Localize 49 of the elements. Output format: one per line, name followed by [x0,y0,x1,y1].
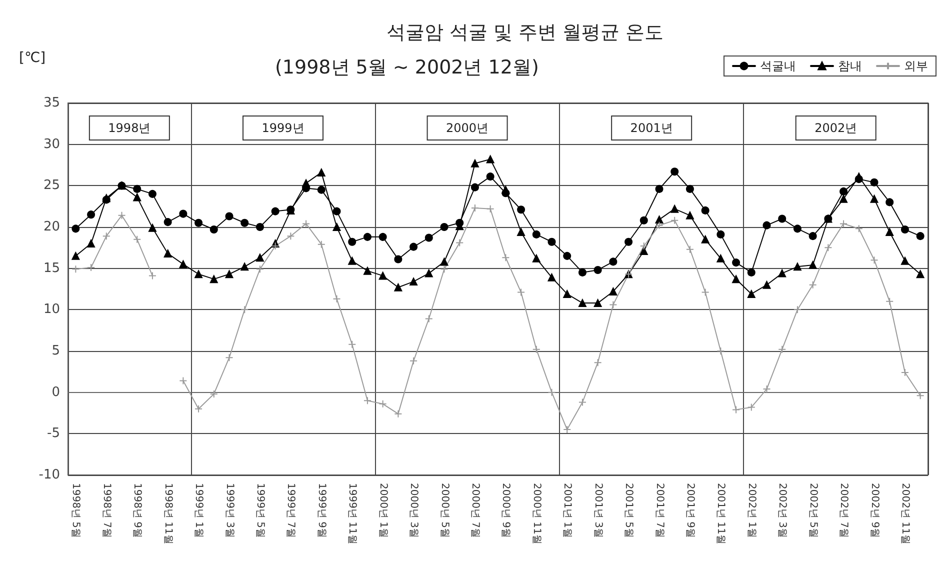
x-tick-label: 1998년 7월 [100,483,112,538]
x-tick-label: 2002년 7월 [838,483,850,538]
chart-subtitle: (1998년 5월 ~ 2002년 12월) [275,56,539,78]
y-tick-label: 20 [43,220,60,234]
x-tick-label: 2001년 11월 [715,483,726,544]
y-tick-label: -10 [38,468,60,482]
x-tick-label: 2002년 3월 [776,483,788,538]
annotation: 1998년 [108,121,151,135]
x-tick-label: 2002년 1월 [746,483,757,538]
x-tick-label: 2002년 11월 [899,483,910,544]
annotation: 2002년 [814,121,858,135]
x-tick-label: 2001년 7월 [654,483,665,538]
chart-title: 석굴암 석굴 및 주변 월평균 온도 [386,22,664,44]
x-tick-label: 2001년 3월 [592,483,604,538]
x-tick-label: 2001년 1월 [562,483,573,538]
legend-label: 참내 [838,59,862,73]
annotation: 1999년 [262,121,304,135]
x-tick-label: 2000년 5월 [438,483,450,538]
x-tick-label: 1999년 3월 [224,483,235,538]
x-tick-label: 2000년 11월 [530,483,542,544]
x-tick-label: 1998년 5월 [70,483,82,538]
x-tick-label: 2000년 3월 [408,483,420,538]
x-tick-label: 1999년 1월 [193,483,204,538]
legend-label: 외부 [904,59,928,73]
y-tick-label: 30 [43,136,60,152]
annotation: 2000년 [446,121,489,135]
x-tick-label: 1998년 9월 [132,483,143,538]
x-tick-label: 2000년 9월 [500,483,512,538]
y-tick-label: 10 [43,302,60,318]
x-tick-label: 2000년 7월 [469,483,480,538]
x-tick-label: 1999년 7월 [285,483,296,538]
x-tick-label: 1999년 5월 [254,483,266,538]
x-tick-label: 1999년 9월 [316,483,327,538]
x-tick-label: 1999년 11월 [346,483,358,544]
x-tick-label: 2000년 1월 [377,483,388,538]
y-axis-title: [℃] [19,50,46,66]
y-tick-label: 0 [52,384,60,400]
y-tick-label: 15 [43,260,60,276]
y-tick-label: -5 [47,426,60,442]
x-tick-label: 2001년 9월 [684,483,696,538]
x-tick-label: 2002년 9월 [868,483,880,538]
y-tick-label: 25 [43,178,60,194]
y-tick-label: 5 [52,344,60,358]
x-tick-label: 2002년 5월 [807,483,818,538]
x-tick-label: 1998년 11월 [162,483,174,544]
annotation: 2001년 [630,121,673,135]
y-tick-label: 35 [43,96,60,110]
legend-label: 석굴내 [760,59,796,73]
x-tick-label: 2001년 5월 [623,483,634,538]
